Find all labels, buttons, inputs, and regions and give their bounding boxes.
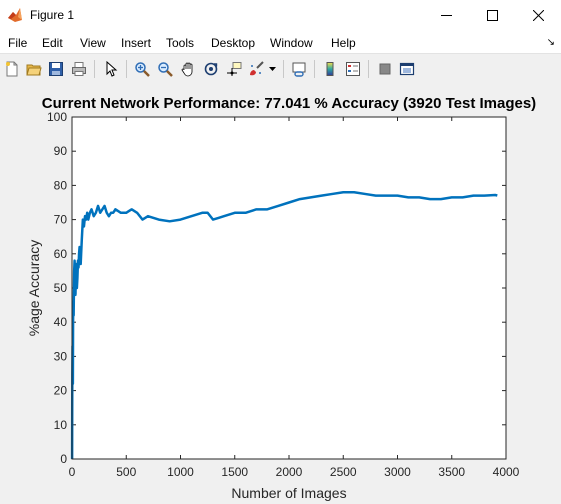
close-icon — [532, 10, 544, 21]
brush-icon — [250, 61, 264, 76]
zoom-in-icon — [135, 62, 150, 77]
insert-colorbar-icon — [326, 62, 334, 76]
window-titlebar: Figure 1 — [0, 0, 561, 32]
pointer-icon — [106, 61, 118, 77]
save-button[interactable] — [46, 59, 66, 79]
menu-file[interactable]: File — [8, 36, 28, 50]
zoom-out-button[interactable] — [155, 59, 175, 79]
menu-desktop[interactable]: Desktop — [211, 36, 256, 50]
pan-button[interactable] — [178, 59, 198, 79]
hide-plot-tools-button[interactable] — [375, 59, 395, 79]
zoom-out-icon — [158, 62, 173, 77]
toolbar-separator — [314, 60, 315, 78]
zoom-in-button[interactable] — [132, 59, 152, 79]
menu-tools[interactable]: Tools — [166, 36, 195, 50]
y-tick-label: 40 — [54, 315, 68, 329]
pan-icon — [181, 62, 193, 77]
toolbar-separator — [368, 60, 369, 78]
x-tick-label: 1000 — [167, 465, 194, 479]
x-tick-label: 2000 — [276, 465, 303, 479]
show-plot-tools-button[interactable] — [397, 59, 417, 79]
brush-dropdown-icon — [268, 67, 276, 71]
x-tick-label: 4000 — [493, 465, 520, 479]
link-plot-icon — [292, 62, 306, 77]
rotate-3d-button[interactable] — [201, 59, 221, 79]
x-tick-label: 500 — [116, 465, 136, 479]
new-figure-button[interactable] — [2, 59, 22, 79]
hide-plot-tools-icon — [379, 63, 391, 75]
open-file-icon — [26, 64, 42, 76]
insert-colorbar-button[interactable] — [320, 59, 340, 79]
y-tick-label: 50 — [54, 281, 68, 295]
brush-button[interactable] — [246, 59, 266, 79]
menu-insert[interactable]: Insert — [121, 36, 152, 50]
accuracy-line — [70, 190, 498, 460]
y-tick-label: 90 — [54, 144, 68, 158]
y-tick-label: 10 — [54, 418, 68, 432]
data-cursor-icon — [227, 62, 242, 76]
x-tick-label: 2500 — [330, 465, 357, 479]
insert-legend-button[interactable] — [343, 59, 363, 79]
toolbar-separator — [283, 60, 284, 78]
y-tick-label: 0 — [60, 452, 67, 466]
x-tick-label: 1500 — [221, 465, 248, 479]
y-tick-label: 20 — [54, 384, 68, 398]
maximize-button[interactable] — [469, 0, 515, 31]
close-button[interactable] — [515, 0, 561, 31]
axes-background — [72, 117, 506, 459]
print-button[interactable] — [69, 59, 89, 79]
data-cursor-button[interactable] — [224, 59, 244, 79]
insert-legend-icon — [346, 62, 360, 76]
y-tick-label: 60 — [54, 247, 68, 261]
matlab-icon — [8, 8, 22, 22]
y-tick-label: 80 — [54, 178, 68, 192]
figure-toolbar — [0, 53, 561, 85]
y-axis-label: %age Accuracy — [26, 240, 42, 337]
plot-title: Current Network Performance: 77.041 % Ac… — [42, 95, 536, 112]
maximize-icon — [486, 10, 498, 21]
print-icon — [72, 62, 86, 76]
menu-edit[interactable]: Edit — [42, 36, 63, 50]
x-tick-label: 3000 — [384, 465, 411, 479]
show-plot-tools-icon — [399, 62, 415, 76]
x-axis-label: Number of Images — [231, 485, 346, 501]
toolbar-separator — [126, 60, 127, 78]
edit-plot-button[interactable] — [101, 59, 121, 79]
axis-ticks: 0 500 1000 1500 2000 2500 3000 3500 4000 0 10 20 30 4… — [47, 110, 520, 479]
plot-area[interactable]: Current Network Performance: 77.041 % Ac… — [0, 84, 561, 504]
minimize-icon — [440, 15, 452, 16]
y-tick-label: 30 — [54, 349, 68, 363]
rotate-3d-icon — [204, 62, 218, 76]
x-tick-label: 3500 — [438, 465, 465, 479]
dock-arrow-icon[interactable]: ↘ — [546, 37, 555, 48]
new-figure-icon — [6, 61, 18, 77]
y-tick-label: 70 — [54, 213, 68, 227]
save-icon — [49, 62, 63, 76]
menu-help[interactable]: Help — [331, 36, 356, 50]
link-plot-button[interactable] — [289, 59, 309, 79]
minimize-button[interactable] — [423, 0, 469, 31]
menu-bar: File Edit View Insert Tools Desktop Wind… — [0, 31, 561, 53]
menu-window[interactable]: Window — [270, 36, 313, 50]
x-tick-label: 0 — [69, 465, 76, 479]
y-tick-label: 100 — [47, 110, 67, 124]
open-file-button[interactable] — [24, 59, 44, 79]
menu-view[interactable]: View — [80, 36, 106, 50]
axes-box — [71, 116, 507, 460]
window-title: Figure 1 — [30, 8, 75, 22]
toolbar-separator — [94, 60, 95, 78]
brush-dropdown-button[interactable] — [266, 59, 278, 79]
